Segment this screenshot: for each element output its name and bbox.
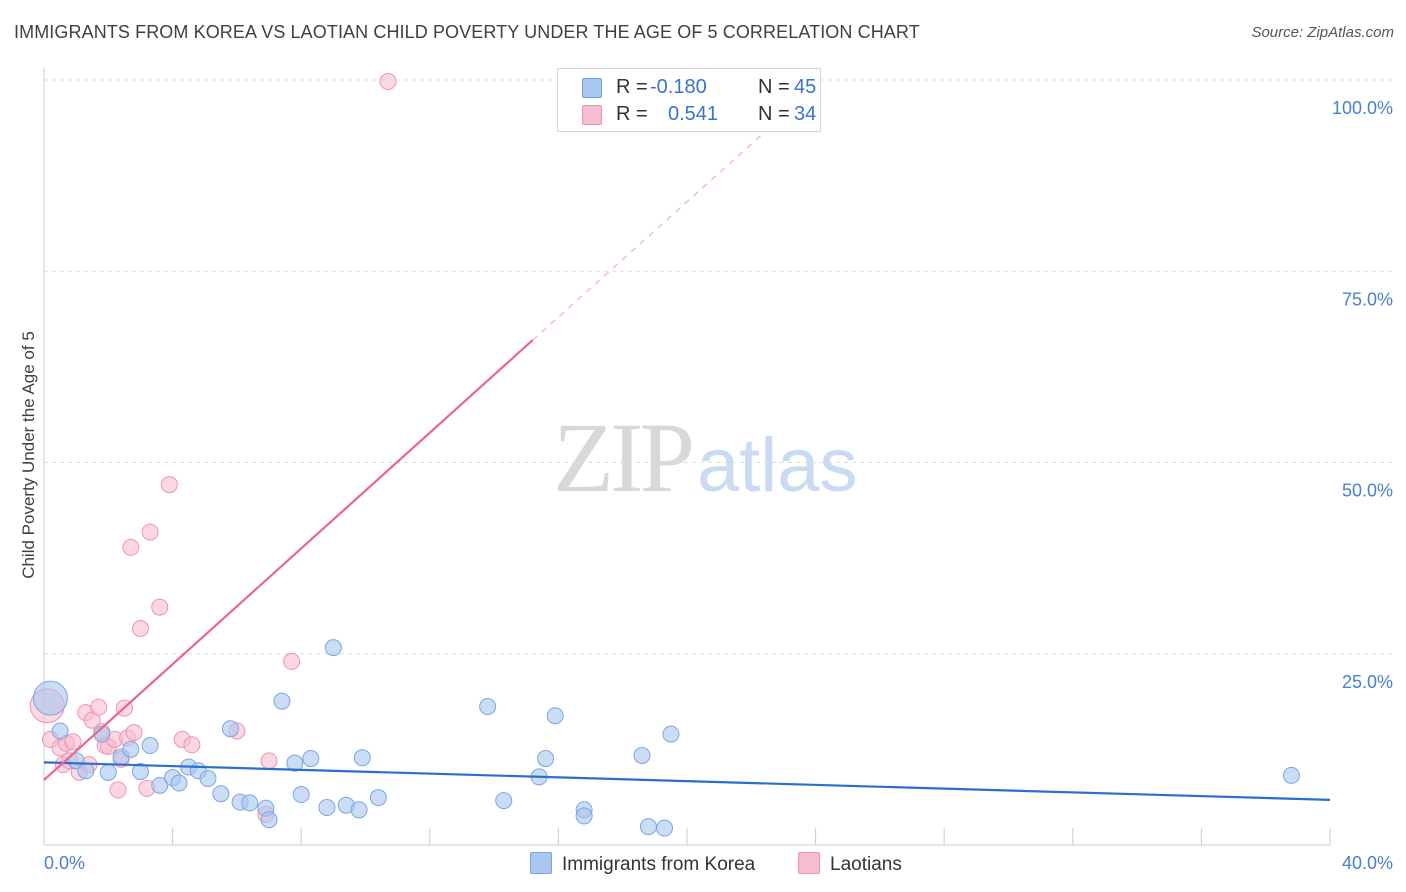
korea-point (51, 722, 69, 740)
korea-point (495, 792, 513, 810)
korea-point (655, 819, 673, 837)
legend-swatch-korea (582, 78, 602, 98)
korea-point (199, 769, 217, 787)
grid-lines (44, 79, 1392, 655)
laotians-point (151, 598, 169, 616)
korea-point (662, 725, 680, 743)
laotians-point (64, 733, 82, 751)
legend-n-value: 34 (794, 103, 817, 125)
korea-point (350, 801, 368, 819)
korea-point (292, 786, 310, 804)
laotians-points (29, 73, 397, 823)
laotians-point (160, 476, 178, 494)
watermark-atlas: atlas (697, 423, 858, 508)
korea-point (639, 818, 657, 836)
legend-r-value: 0.541 (668, 103, 719, 125)
y-axis-label: Child Poverty Under the Age of 5 (19, 331, 38, 579)
y-tick-label: 100.0% (1332, 98, 1393, 118)
korea-point (273, 692, 291, 710)
korea-point (302, 750, 320, 768)
legend-n-value: 45 (794, 76, 817, 98)
korea-point (633, 746, 651, 764)
korea-point (212, 785, 230, 803)
korea-point (318, 799, 336, 817)
laotians-trend-extension (532, 129, 768, 341)
laotians-point (131, 620, 149, 638)
y-tick-label: 50.0% (1342, 481, 1393, 501)
legend-box: R = -0.180 N = 45 R = 0.541 N = 34 (557, 68, 821, 132)
korea-point (260, 811, 278, 829)
bottom-legend-label-laotians: Laotians (830, 854, 902, 875)
korea-point (131, 763, 149, 781)
korea-point (1282, 766, 1300, 784)
laotians-point (260, 752, 278, 770)
legend-swatch-laotians (582, 105, 602, 125)
korea-point (141, 737, 159, 755)
laotians-point (379, 73, 397, 91)
legend-n-label: N = (758, 103, 790, 125)
korea-point (353, 749, 371, 767)
trend-lines (43, 129, 1331, 801)
korea-point (221, 720, 239, 738)
korea-points (32, 639, 1300, 837)
laotians-point (122, 538, 140, 556)
korea-point (575, 807, 593, 825)
korea-point (32, 680, 68, 716)
x-tick-label: 40.0% (1342, 853, 1393, 873)
tick-labels: 25.0% 50.0% 75.0% 100.0% 0.0% 40.0% (44, 98, 1393, 873)
laotians-trend-line (43, 339, 534, 781)
bottom-legend-swatch-korea (530, 852, 552, 874)
y-tick-label: 75.0% (1342, 289, 1393, 309)
source-label: Source: ZipAtlas.com (1251, 24, 1394, 41)
chart-title: IMMIGRANTS FROM KOREA VS LAOTIAN CHILD P… (14, 22, 920, 42)
laotians-point (183, 736, 201, 754)
korea-point (241, 794, 259, 812)
bottom-legend-label-korea: Immigrants from Korea (562, 854, 756, 875)
x-tick-label: 0.0% (44, 853, 85, 873)
korea-point (77, 762, 95, 780)
korea-point (537, 750, 555, 768)
korea-point (369, 789, 387, 807)
korea-point (286, 754, 304, 772)
korea-point (546, 707, 564, 725)
legend-r-label: R = (616, 76, 648, 98)
legend-r-value: -0.180 (650, 76, 707, 98)
bottom-legend-swatch-laotians (798, 852, 820, 874)
laotians-point (90, 698, 108, 716)
korea-point (151, 776, 169, 794)
laotians-point (283, 652, 301, 670)
watermark-zip: ZIP (553, 402, 695, 513)
bottom-legend-korea: Immigrants from Korea (530, 852, 755, 876)
korea-point (122, 740, 140, 758)
korea-point (479, 698, 497, 716)
watermark: ZIPatlas (553, 400, 858, 515)
legend-r-label: R = (616, 103, 648, 125)
laotians-point (141, 523, 159, 541)
bottom-legend-laotians: Laotians (798, 852, 902, 876)
laotians-point (109, 781, 127, 799)
korea-trend-line (43, 761, 1331, 801)
korea-point (99, 763, 117, 781)
y-tick-label: 25.0% (1342, 672, 1393, 692)
laotians-point (125, 724, 143, 742)
legend-n-label: N = (758, 76, 790, 98)
korea-point (170, 774, 188, 792)
korea-point (324, 639, 342, 657)
